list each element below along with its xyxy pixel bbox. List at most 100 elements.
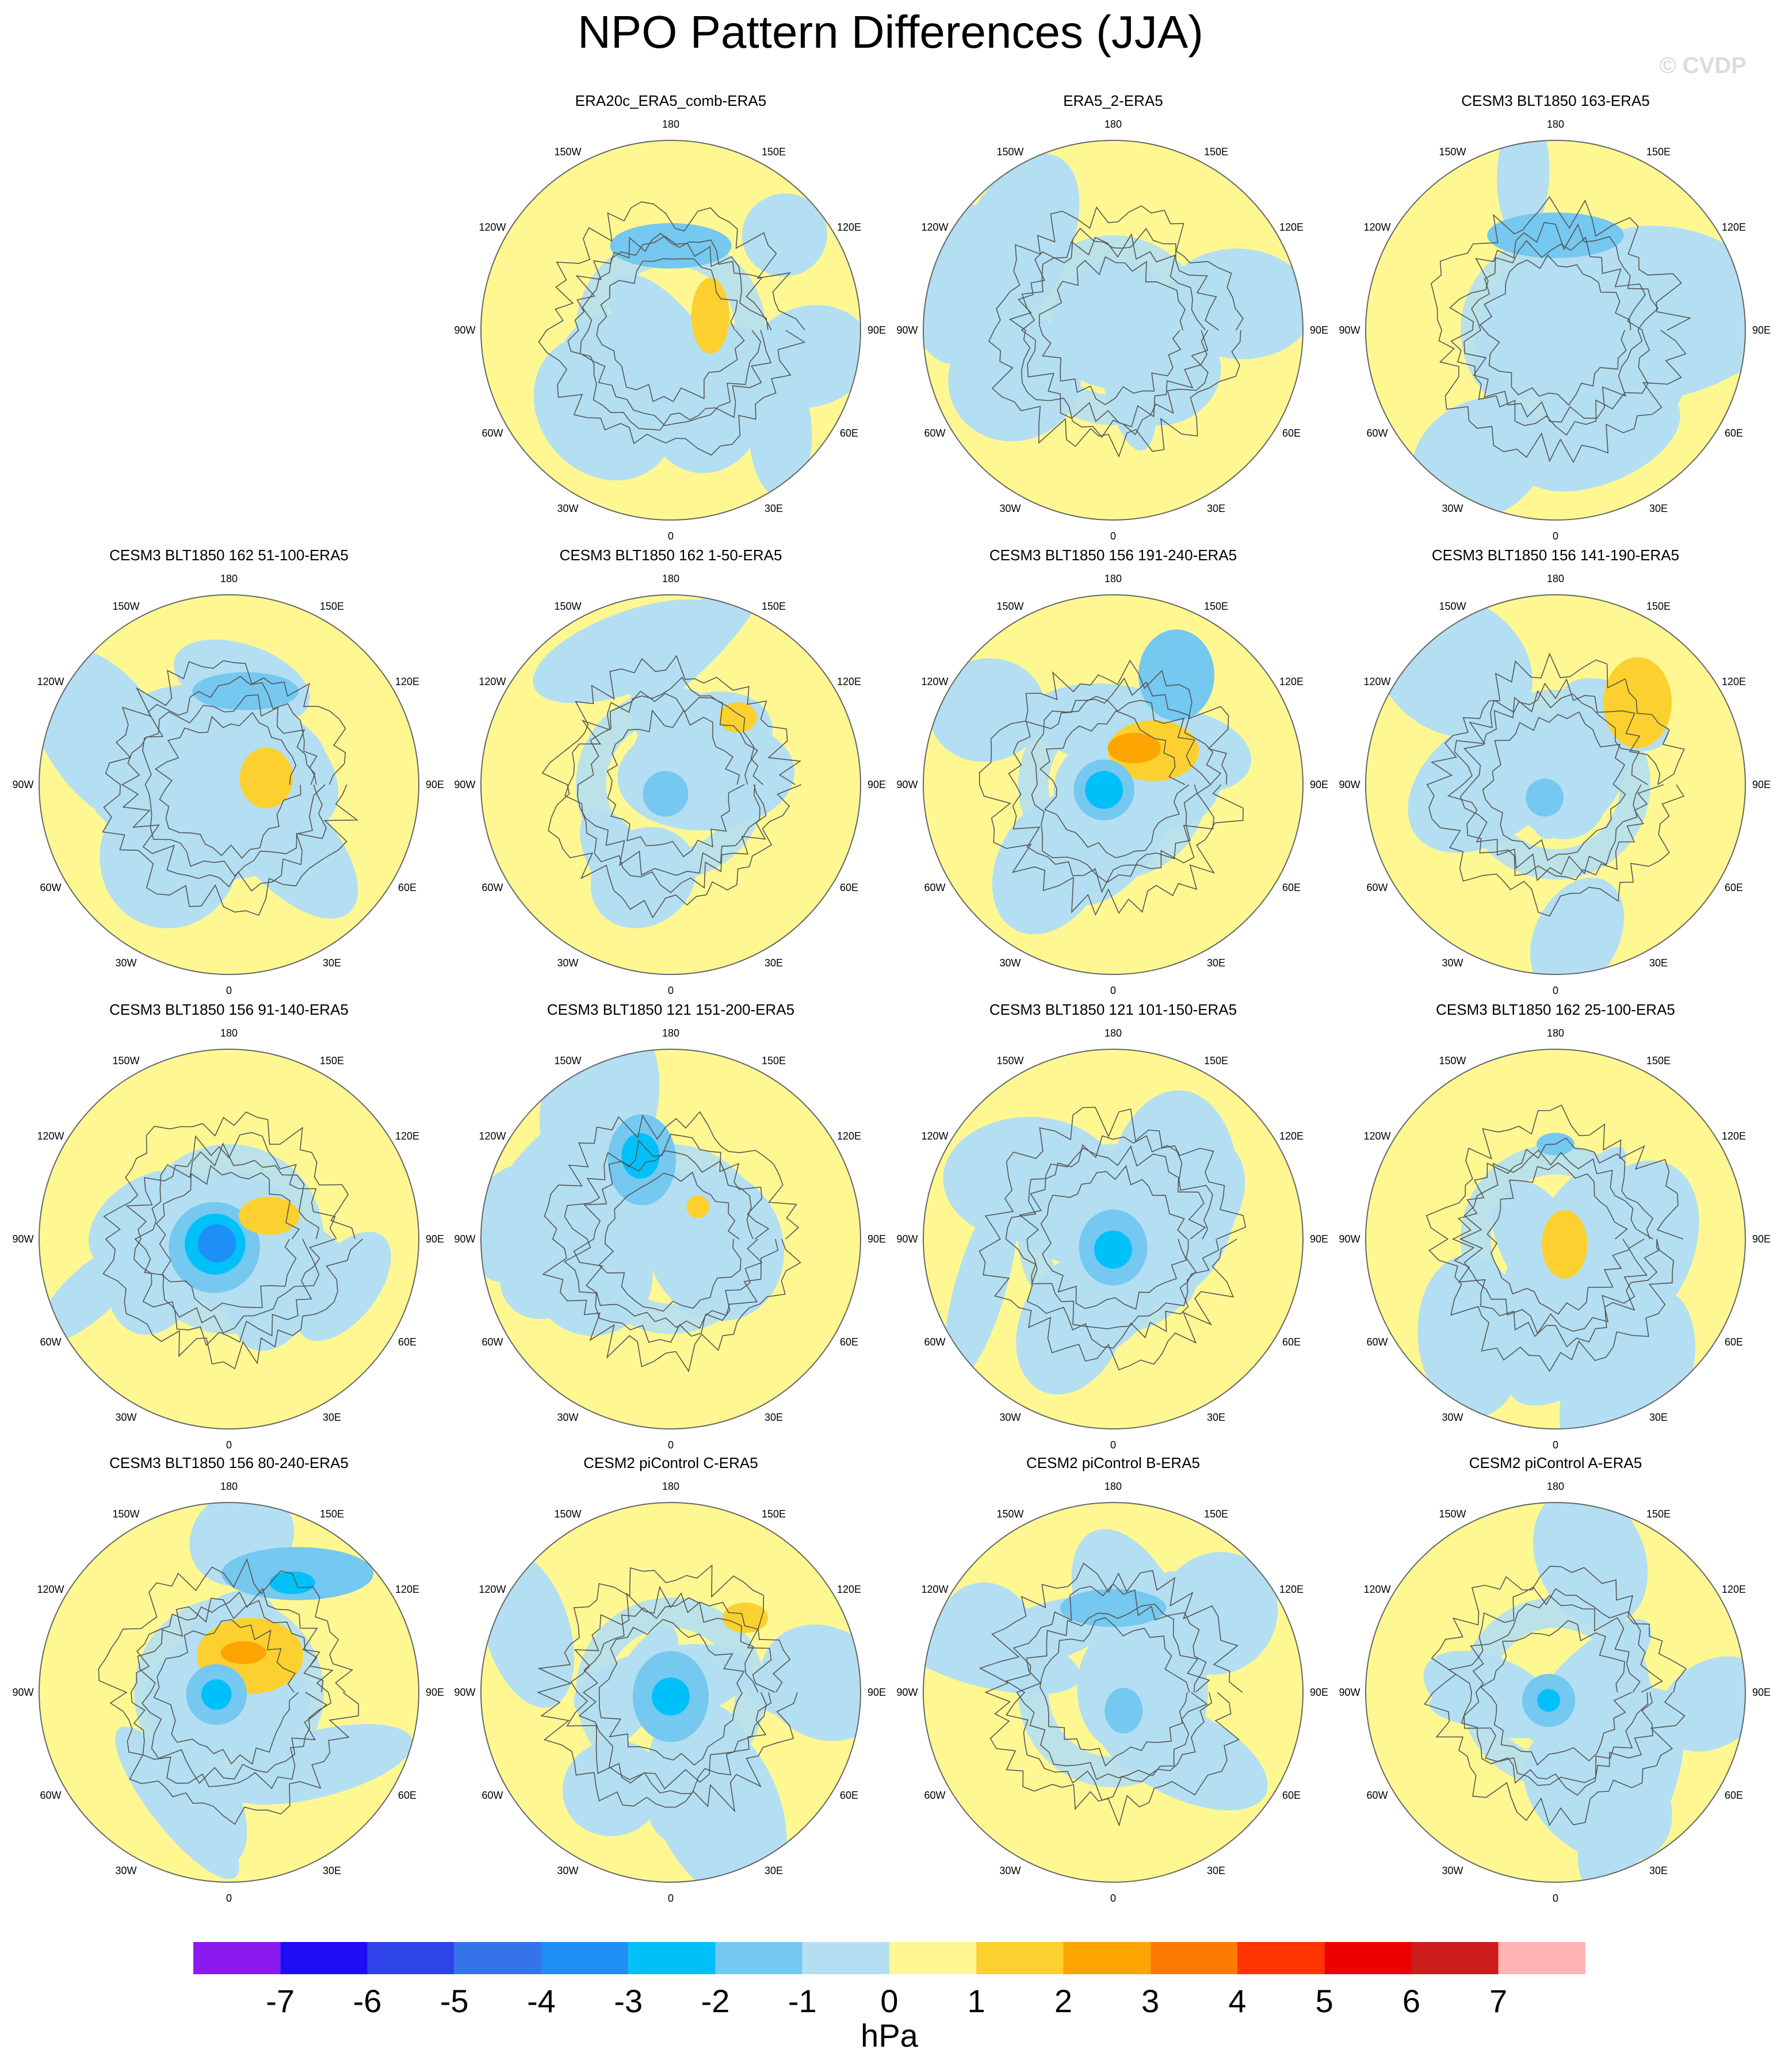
longitude-label: 90E: [1752, 779, 1771, 790]
longitude-label: 90W: [896, 1233, 918, 1245]
longitude-label: 120E: [395, 1584, 419, 1595]
longitude-label: 30E: [765, 1865, 783, 1876]
longitude-label: 30E: [765, 1412, 783, 1423]
panel-title: CESM3 BLT1850 163-ERA5: [1461, 92, 1650, 109]
panel-title: CESM3 BLT1850 156 191-240-ERA5: [989, 546, 1237, 564]
colorbar-tick-label: 4: [1228, 1983, 1247, 2019]
longitude-label: 120E: [1279, 1130, 1304, 1142]
longitude-label: 90W: [454, 779, 475, 790]
longitude-label: 30E: [323, 1865, 341, 1876]
colorbar-tick-label: -4: [527, 1983, 556, 2019]
longitude-label: 150E: [1646, 146, 1671, 158]
panel-title: CESM2 piControl B-ERA5: [1026, 1454, 1200, 1471]
longitude-label: 120E: [1722, 676, 1746, 687]
anomaly-contour: [1104, 1688, 1143, 1734]
longitude-label: 60E: [840, 1790, 858, 1801]
anomaly-contour: [1085, 771, 1123, 809]
longitude-label: 120E: [1722, 1130, 1746, 1142]
longitude-label: 150E: [762, 1508, 786, 1520]
longitude-label: 60W: [924, 1336, 945, 1348]
anomaly-contour: [643, 771, 689, 817]
longitude-label: 90E: [867, 1233, 886, 1245]
anomaly-contour: [198, 1224, 236, 1263]
longitude-label: 120E: [1279, 221, 1304, 233]
anomaly-contour: [1107, 733, 1161, 763]
longitude-label: 150E: [1204, 1055, 1228, 1066]
colorbar-segment: [889, 1942, 977, 1974]
longitude-label: 180: [1104, 1481, 1122, 1492]
colorbar-segment: [1498, 1942, 1585, 1974]
colorbar-tick-label: -2: [701, 1983, 730, 2019]
longitude-label: 90W: [454, 1687, 475, 1698]
longitude-label: 30E: [323, 1412, 341, 1423]
longitude-label: 120W: [921, 221, 948, 233]
panel-title: CESM3 BLT1850 162 51-100-ERA5: [109, 546, 349, 564]
map-panel: [1366, 595, 1745, 974]
coastlines: [1426, 652, 1685, 917]
anomaly-region: [748, 305, 861, 408]
map-border: [480, 1049, 861, 1429]
longitude-label: 0: [668, 985, 674, 996]
colorbar-segment: [715, 1942, 802, 1974]
longitude-label: 60E: [1282, 1336, 1301, 1348]
longitude-label: 150W: [996, 1508, 1023, 1520]
coastlines: [979, 1562, 1243, 1827]
longitude-label: 120W: [1363, 221, 1390, 233]
anomaly-contour: [610, 223, 732, 269]
panel-title: CESM3 BLT1850 162 25-100-ERA5: [1436, 1001, 1675, 1018]
longitude-label: 30W: [557, 503, 578, 514]
longitude-label: 120E: [837, 1584, 861, 1595]
map-panel: [923, 1049, 1303, 1429]
colorbar-segment: [1063, 1942, 1151, 1974]
panel-title: CESM3 BLT1850 121 151-200-ERA5: [546, 1001, 795, 1018]
longitude-label: 150W: [996, 1055, 1023, 1066]
anomaly-contour: [1526, 778, 1564, 817]
longitude-label: 90E: [426, 1687, 444, 1698]
longitude-label: 0: [1110, 530, 1116, 542]
longitude-label: 30E: [765, 957, 783, 969]
longitude-label: 60E: [1282, 1790, 1301, 1801]
longitude-label: 180: [1104, 573, 1122, 584]
panel-title: ERA5_2-ERA5: [1063, 92, 1163, 109]
longitude-label: 30W: [999, 1412, 1021, 1423]
map-border: [480, 594, 861, 975]
coastlines: [102, 1111, 363, 1370]
longitude-label: 90E: [426, 779, 444, 790]
longitude-label: 150E: [762, 601, 786, 612]
longitude-label: 30E: [1207, 957, 1225, 969]
longitude-label: 0: [668, 1439, 674, 1451]
longitude-label: 0: [226, 985, 232, 996]
longitude-label: 150E: [1646, 1055, 1671, 1066]
colorbar-tick-label: 0: [880, 1983, 899, 2019]
anomaly-contour: [1060, 1589, 1167, 1627]
map-border: [480, 140, 861, 521]
anomaly-region: [923, 273, 996, 365]
longitude-label: 150E: [762, 1055, 786, 1066]
map-panel: [923, 595, 1303, 974]
anomaly-contour: [1603, 657, 1672, 748]
longitude-label: 150W: [1439, 146, 1466, 158]
longitude-label: 150W: [554, 1508, 581, 1520]
longitude-label: 90W: [12, 779, 33, 790]
longitude-label: 30E: [1649, 1865, 1668, 1876]
longitude-label: 30W: [557, 1412, 578, 1423]
longitude-label: 150W: [1439, 1055, 1466, 1066]
longitude-label: 30W: [115, 1865, 136, 1876]
longitude-label: 30W: [999, 503, 1021, 514]
longitude-label: 60E: [840, 1336, 858, 1348]
longitude-label: 180: [220, 1481, 238, 1492]
longitude-label: 150W: [112, 601, 139, 612]
anomaly-region: [928, 658, 1045, 762]
coastlines: [1425, 1104, 1684, 1373]
longitude-label: 90E: [426, 1233, 444, 1245]
longitude-label: 150E: [1204, 1508, 1228, 1520]
anomaly-contour: [1138, 629, 1214, 721]
longitude-label: 90E: [1310, 324, 1328, 336]
longitude-label: 60E: [398, 1336, 416, 1348]
longitude-label: 60E: [840, 427, 858, 439]
longitude-label: 60W: [40, 1790, 61, 1801]
longitude-label: 150E: [1646, 1508, 1671, 1520]
longitude-label: 0: [1553, 1893, 1558, 1904]
colorbar-segment: [1150, 1942, 1237, 1974]
anomaly-region: [943, 1190, 1018, 1382]
